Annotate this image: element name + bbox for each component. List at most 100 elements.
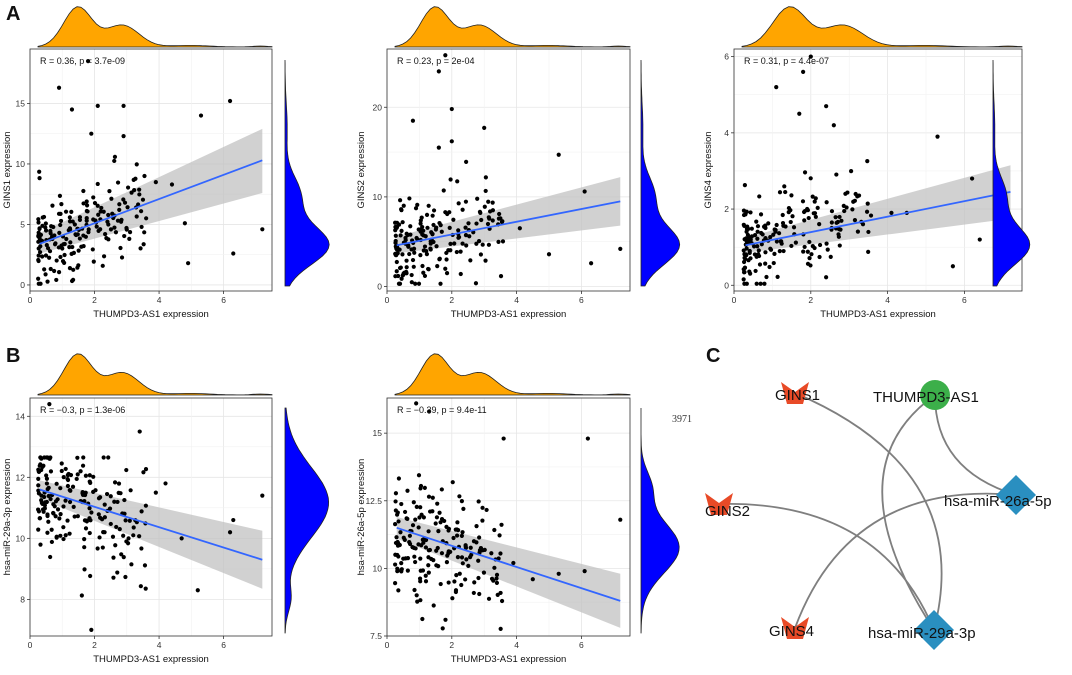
data-point (77, 215, 83, 220)
data-point (98, 227, 103, 232)
data-point (37, 169, 42, 174)
data-point (38, 244, 43, 249)
data-point (774, 85, 779, 90)
data-point (407, 541, 413, 547)
data-point (416, 525, 421, 530)
data-point (480, 242, 485, 247)
data-point (48, 496, 53, 502)
data-point (435, 264, 440, 269)
top-density (394, 6, 631, 48)
data-point (68, 240, 73, 245)
data-point (48, 554, 53, 560)
data-point (37, 516, 42, 521)
data-point (137, 187, 142, 192)
data-point (163, 481, 168, 486)
data-point (758, 281, 763, 286)
data-point (501, 436, 506, 441)
data-point (112, 154, 118, 159)
data-point (98, 209, 103, 214)
data-point (398, 265, 403, 270)
data-point (124, 227, 129, 232)
data-point (57, 516, 62, 521)
data-point (110, 534, 116, 539)
data-point (37, 226, 42, 231)
data-point (426, 266, 431, 272)
data-point (455, 520, 460, 525)
data-point (480, 518, 485, 523)
node-label: GINS4 (769, 623, 814, 640)
scatter-plots: 0 2 4 6 0 5 10 15 THUMPD3-AS1 expression GINS1 ex… (2, 6, 1031, 665)
data-point (412, 554, 417, 559)
data-point (108, 227, 114, 232)
regression-line (396, 526, 621, 602)
data-point (845, 190, 850, 195)
top-density (394, 353, 631, 396)
data-point (499, 598, 505, 604)
confidence-band (396, 517, 621, 628)
data-point (399, 567, 404, 572)
data-point (451, 535, 456, 541)
data-point (52, 504, 57, 509)
data-point (768, 235, 773, 240)
data-point (119, 217, 124, 222)
data-point (37, 176, 42, 181)
data-point (426, 529, 431, 534)
data-point (117, 202, 122, 207)
data-point (119, 255, 125, 260)
data-point (757, 194, 762, 199)
data-point (393, 552, 398, 557)
data-point (753, 268, 758, 274)
plot-frame (733, 48, 1023, 292)
data-point (394, 247, 400, 252)
data-point (789, 243, 794, 249)
data-point (409, 280, 414, 285)
data-point (114, 524, 119, 530)
data-point (136, 202, 141, 207)
data-point (426, 563, 431, 568)
data-point (42, 267, 47, 272)
data-point (121, 134, 126, 139)
data-point (755, 224, 761, 229)
data-point (50, 203, 55, 208)
data-point (483, 258, 488, 263)
data-point (836, 232, 841, 237)
data-point (754, 281, 759, 286)
data-point (76, 263, 81, 268)
data-point (115, 570, 120, 575)
data-point (115, 218, 121, 223)
y-tick-label: 12.5 (365, 496, 382, 506)
y-tick-label: 5 (20, 219, 25, 229)
data-point (744, 246, 749, 251)
data-point (420, 263, 425, 269)
data-point (142, 173, 147, 179)
x-tick-label: 2 (92, 295, 97, 305)
data-point (489, 551, 494, 556)
plot-frame (386, 397, 631, 637)
data-point (45, 530, 50, 535)
data-point (484, 507, 489, 513)
data-point (754, 219, 759, 224)
data-point (96, 212, 101, 217)
data-point (430, 213, 435, 218)
data-point (118, 245, 123, 251)
gene-node-gins2 (705, 493, 733, 515)
data-point (117, 527, 122, 532)
data-point (436, 529, 441, 534)
data-point (768, 247, 774, 252)
data-point (418, 221, 423, 226)
data-point (492, 565, 497, 570)
x-tick-label: 6 (962, 295, 967, 305)
data-point (454, 249, 459, 255)
node-label: hsa-miR-29a-3p (868, 625, 976, 642)
data-point (67, 215, 72, 220)
data-point (101, 209, 106, 214)
data-point (438, 281, 443, 286)
data-point (143, 586, 148, 591)
data-point (868, 213, 874, 218)
data-point (426, 570, 431, 575)
plot-frame (386, 48, 631, 292)
data-point (447, 225, 452, 230)
data-point (103, 231, 108, 237)
data-point (260, 227, 265, 232)
